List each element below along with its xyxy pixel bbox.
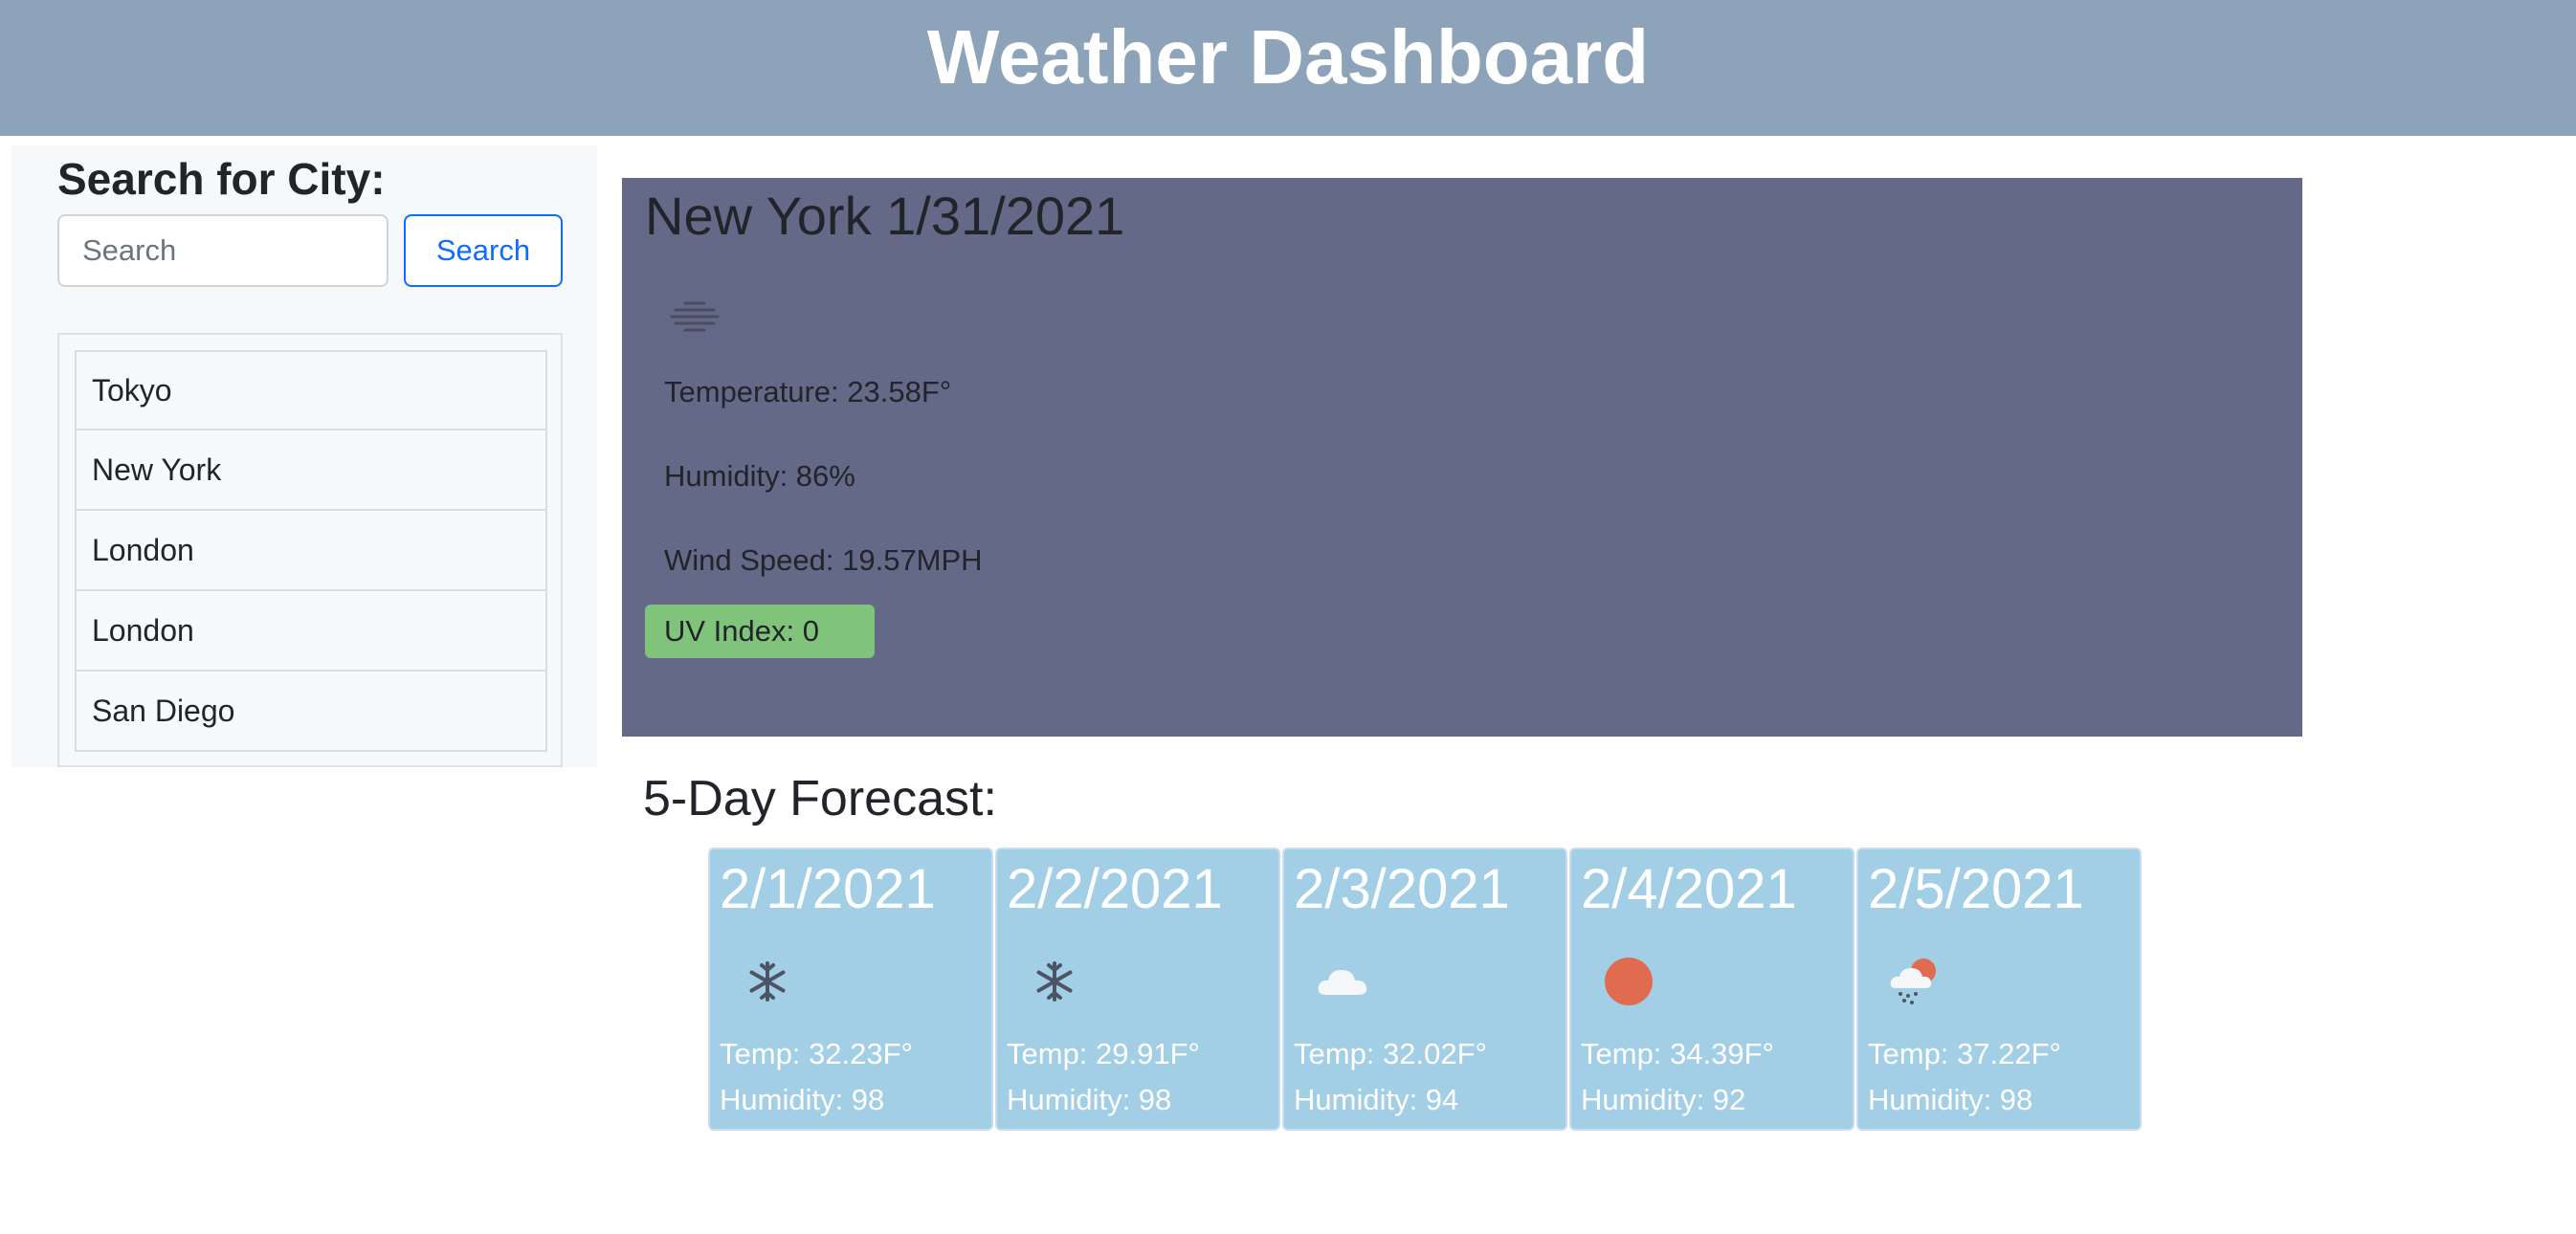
current-wind-speed: Wind Speed: 19.57MPH	[664, 543, 983, 577]
current-temperature: Temperature: 23.58F°	[664, 375, 952, 408]
history-list: Tokyo New York London London San Diego	[75, 350, 547, 752]
forecast-temp: Temp: 34.39F°	[1581, 1037, 1774, 1070]
current-humidity: Humidity: 86%	[664, 459, 855, 493]
forecast-temp: Temp: 37.22F°	[1868, 1037, 2061, 1070]
forecast-card: 2/3/2021 Temp: 32.02F° Humidity: 94	[1282, 848, 1567, 1131]
forecast-humidity: Humidity: 98	[720, 1083, 885, 1116]
page-title: Weather Dashboard	[926, 14, 1650, 99]
forecast-date: 2/3/2021	[1294, 858, 1510, 920]
history-item-london-2[interactable]: London	[75, 591, 547, 672]
sun-cloud-snow-icon	[1887, 953, 1944, 1010]
forecast-humidity: Humidity: 98	[1868, 1083, 2033, 1116]
snow-icon	[1026, 953, 1083, 1010]
forecast-heading: 5-Day Forecast:	[643, 771, 997, 826]
forecast-temp: Temp: 32.23F°	[720, 1037, 913, 1070]
forecast-humidity: Humidity: 92	[1581, 1083, 1746, 1116]
uv-index-badge: UV Index: 0	[645, 605, 875, 658]
forecast-date: 2/2/2021	[1007, 858, 1223, 920]
history-item-tokyo[interactable]: Tokyo	[75, 350, 547, 430]
sun-icon	[1600, 953, 1657, 1010]
history-item-san-diego[interactable]: San Diego	[75, 672, 547, 752]
history-item-new-york[interactable]: New York	[75, 430, 547, 511]
sidebar: Search for City: Search Tokyo New York L…	[11, 145, 597, 767]
forecast-card: 2/5/2021 Temp: 37.22F° Humidity: 98	[1856, 848, 2142, 1131]
forecast-date: 2/5/2021	[1868, 858, 2084, 920]
forecast-card: 2/1/2021 Temp: 32.23F° Humidity: 98	[708, 848, 993, 1131]
forecast-temp: Temp: 32.02F°	[1294, 1037, 1487, 1070]
forecast-cards: 2/1/2021 Temp: 32.23F° Humidity: 98 2/2/…	[708, 848, 2142, 1131]
forecast-card: 2/2/2021 Temp: 29.91F° Humidity: 98	[995, 848, 1280, 1131]
forecast-date: 2/4/2021	[1581, 858, 1797, 920]
search-button[interactable]: Search	[404, 214, 563, 287]
mist-icon	[660, 283, 729, 352]
history-item-london[interactable]: London	[75, 511, 547, 591]
current-weather: New York 1/31/2021 Temperature: 23.58F° …	[622, 178, 2302, 737]
snow-icon	[739, 953, 796, 1010]
forecast-card: 2/4/2021 Temp: 34.39F° Humidity: 92	[1569, 848, 1854, 1131]
forecast-temp: Temp: 29.91F°	[1007, 1037, 1200, 1070]
page-header: Weather Dashboard	[0, 0, 2576, 136]
cloud-icon	[1313, 953, 1370, 1010]
search-input[interactable]	[57, 214, 389, 287]
forecast-humidity: Humidity: 94	[1294, 1083, 1459, 1116]
search-heading: Search for City:	[57, 154, 386, 204]
search-history: Tokyo New York London London San Diego	[57, 333, 563, 767]
forecast-humidity: Humidity: 98	[1007, 1083, 1172, 1116]
current-city-date: New York 1/31/2021	[645, 186, 1125, 246]
forecast-date: 2/1/2021	[720, 858, 936, 920]
